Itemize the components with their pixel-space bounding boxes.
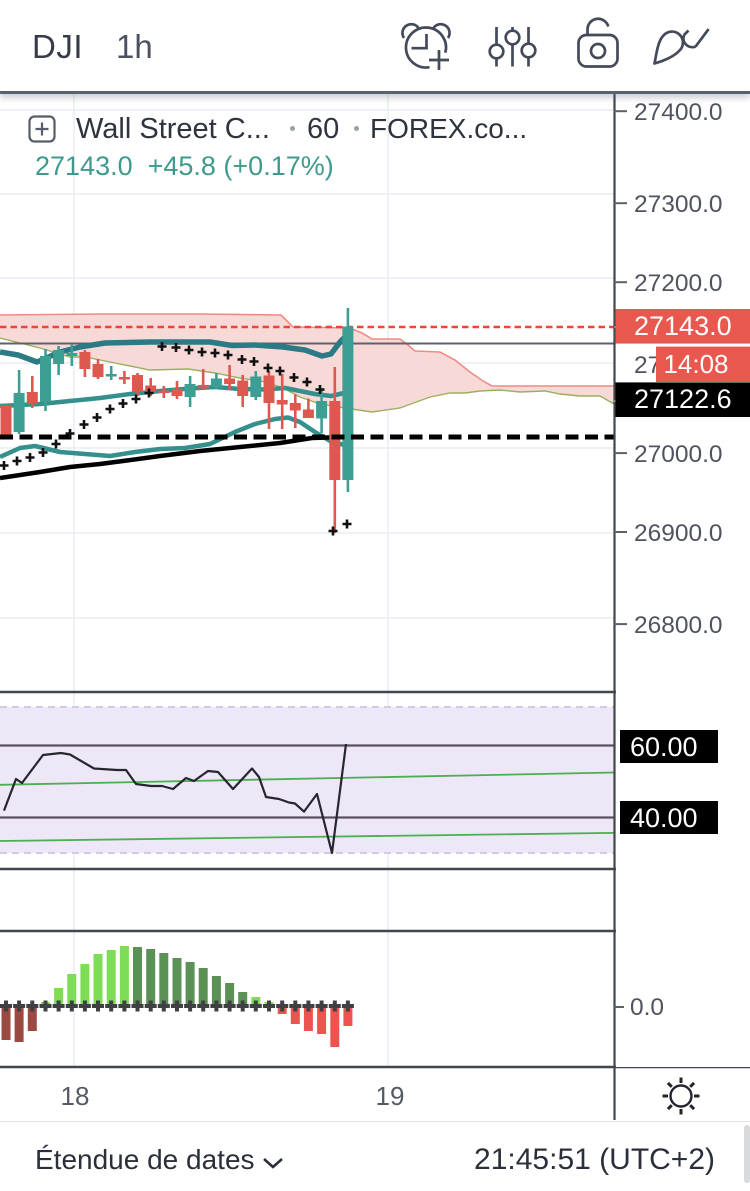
svg-text:27122.6: 27122.6 (634, 384, 732, 414)
svg-text:27000.0: 27000.0 (634, 441, 723, 468)
svg-text:0.0: 0.0 (630, 994, 664, 1021)
svg-text:26800.0: 26800.0 (634, 612, 723, 639)
svg-text:14:08: 14:08 (663, 349, 728, 379)
svg-text:27400.0: 27400.0 (634, 99, 723, 126)
svg-text:60.00: 60.00 (630, 732, 698, 762)
svg-text:27200.0: 27200.0 (634, 270, 723, 297)
svg-text:27143.0: 27143.0 (634, 311, 732, 341)
svg-text:27300.0: 27300.0 (634, 191, 723, 218)
svg-text:26900.0: 26900.0 (634, 520, 723, 547)
svg-text:18: 18 (61, 1081, 90, 1111)
svg-text:40.00: 40.00 (630, 803, 698, 833)
svg-text:19: 19 (376, 1081, 405, 1111)
